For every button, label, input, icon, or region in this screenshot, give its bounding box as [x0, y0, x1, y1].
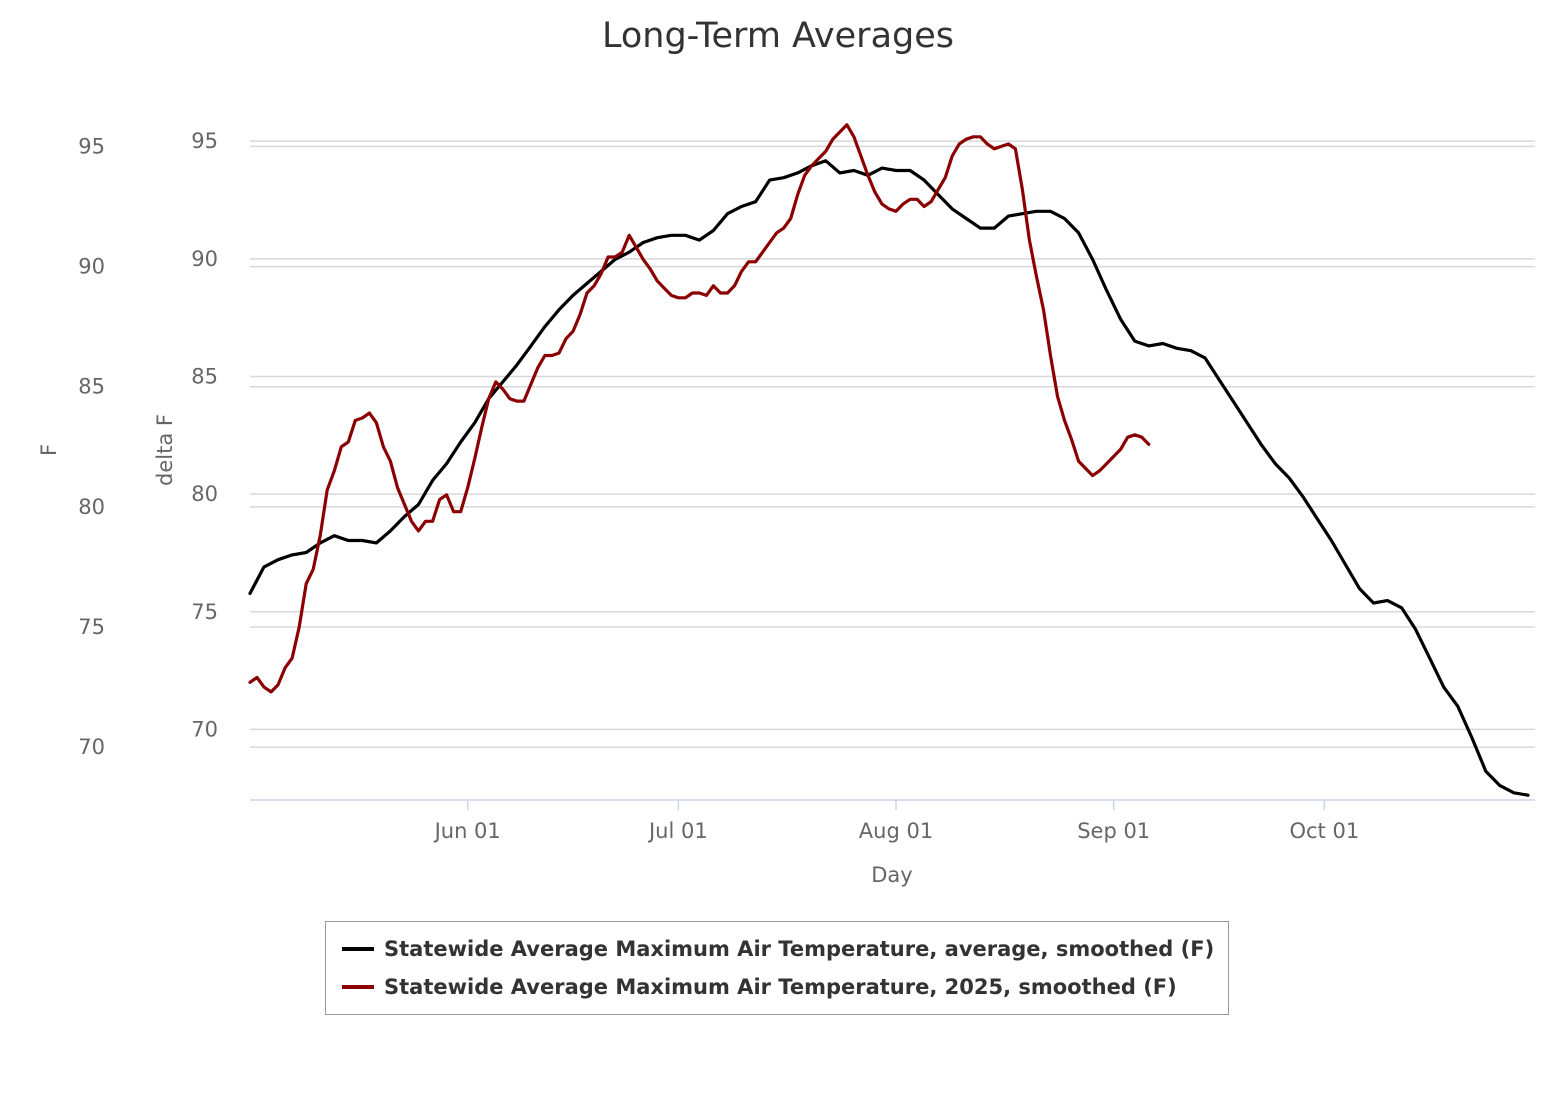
legend-swatch-2025 [342, 985, 374, 989]
y-tick-label-axis0-70: 70 [78, 735, 105, 759]
y-tick-label-axis0-95: 95 [78, 134, 105, 158]
x-axis-title: Day [871, 863, 912, 887]
gridlines [250, 140, 1535, 748]
y-tick-label-axis1-75: 75 [191, 600, 218, 624]
y-axis-title-right: delta F [153, 414, 177, 486]
legend-swatch-average [342, 947, 374, 951]
x-tick-label-sep-01: Sep 01 [1077, 819, 1150, 843]
x-tick-label-aug-01: Aug 01 [859, 819, 933, 843]
y-tick-label-axis1-90: 90 [191, 247, 218, 271]
y-tick-label-axis0-85: 85 [78, 375, 105, 399]
series-line-2025[interactable] [248, 123, 1151, 694]
legend-label-average: Statewide Average Maximum Air Temperatur… [384, 937, 1215, 961]
y-tick-label-axis1-85: 85 [191, 364, 218, 388]
y-tick-label-axis0-90: 90 [78, 255, 105, 279]
y-tick-label-axis1-80: 80 [191, 482, 218, 506]
x-tick-label-jul-01: Jul 01 [647, 819, 708, 843]
y-tick-label-axis1-70: 70 [191, 717, 218, 741]
chart-title: Long-Term Averages [602, 16, 954, 56]
y-tick-label-axis1-95: 95 [191, 129, 218, 153]
series [248, 123, 1530, 797]
legend-item-2025[interactable]: Statewide Average Maximum Air Temperatur… [342, 972, 1177, 1002]
x-tick-label-jun-01: Jun 01 [433, 819, 501, 843]
axes: 70 75 80 85 90 95 70 75 80 85 90 95 Jun 01 Jul 01 Aug … [78, 129, 1535, 843]
legend-label-2025: Statewide Average Maximum Air Temperatur… [384, 975, 1177, 999]
series-line-average[interactable] [248, 159, 1530, 797]
y-tick-label-axis0-80: 80 [78, 495, 105, 519]
legend: Statewide Average Maximum Air Temperatur… [325, 921, 1229, 1015]
legend-item-average[interactable]: Statewide Average Maximum Air Temperatur… [342, 934, 1214, 964]
x-tick-label-oct-01: Oct 01 [1289, 819, 1359, 843]
y-tick-label-axis0-75: 75 [78, 615, 105, 639]
y-axis-title-left: F [37, 444, 61, 456]
